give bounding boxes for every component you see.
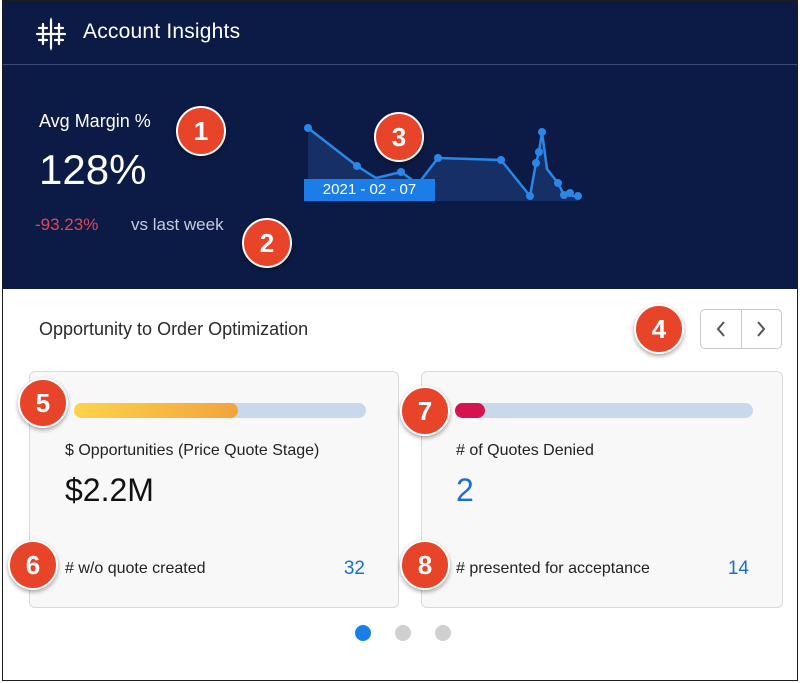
metric-label: $ Opportunities (Price Quote Stage) xyxy=(65,442,320,459)
carousel-nav xyxy=(700,309,782,349)
annotation-badge: 1 xyxy=(176,106,226,156)
progress-track xyxy=(455,403,753,418)
chevron-right-icon xyxy=(757,321,766,337)
kpi-value: 128% xyxy=(39,146,147,193)
sparkline-date-tooltip: 2021 - 02 - 07 xyxy=(304,179,435,201)
sparkline-points xyxy=(304,124,582,200)
metric-value: 2 xyxy=(456,472,474,508)
widget-title: Account Insights xyxy=(83,20,241,43)
progress-fill xyxy=(455,403,485,418)
pagination-dot[interactable] xyxy=(395,625,411,641)
section-title: Opportunity to Order Optimization xyxy=(39,319,309,339)
sub-metric-label: # w/o quote created xyxy=(65,560,206,577)
progress-fill xyxy=(74,403,238,418)
progress-track xyxy=(74,403,366,418)
metric-card[interactable]: $ Opportunities (Price Quote Stage) $2.2… xyxy=(29,371,399,608)
annotation-badge: 7 xyxy=(400,386,450,436)
pagination-dot[interactable] xyxy=(355,625,371,641)
kpi-change: -93.23% xyxy=(35,215,99,234)
sub-metric-label: # presented for acceptance xyxy=(456,560,650,577)
pagination-dot[interactable] xyxy=(435,625,451,641)
sub-metric-value[interactable]: 14 xyxy=(727,558,749,579)
annotation-badge: 2 xyxy=(242,218,292,268)
annotation-badge: 3 xyxy=(374,112,424,162)
sparkline-chart[interactable] xyxy=(298,116,598,216)
previous-button[interactable] xyxy=(701,310,741,348)
pagination-dots xyxy=(355,625,451,641)
annotation-badge: 8 xyxy=(400,540,450,590)
metric-value: $2.2M xyxy=(65,472,154,508)
metric-label: # of Quotes Denied xyxy=(456,442,594,459)
kpi-label: Avg Margin % xyxy=(39,111,151,131)
kpi-comparison-label: vs last week xyxy=(131,215,224,234)
annotation-badge: 6 xyxy=(8,540,58,590)
annotation-badge: 4 xyxy=(634,304,684,354)
tableau-logo-icon xyxy=(35,17,67,51)
widget-header: Account Insights xyxy=(3,1,797,65)
next-button[interactable] xyxy=(740,310,782,348)
metric-card[interactable]: # of Quotes Denied 2 # presented for acc… xyxy=(421,371,783,608)
annotation-badge: 5 xyxy=(18,378,68,428)
chevron-left-icon xyxy=(716,321,725,337)
sub-metric-value[interactable]: 32 xyxy=(343,558,365,579)
